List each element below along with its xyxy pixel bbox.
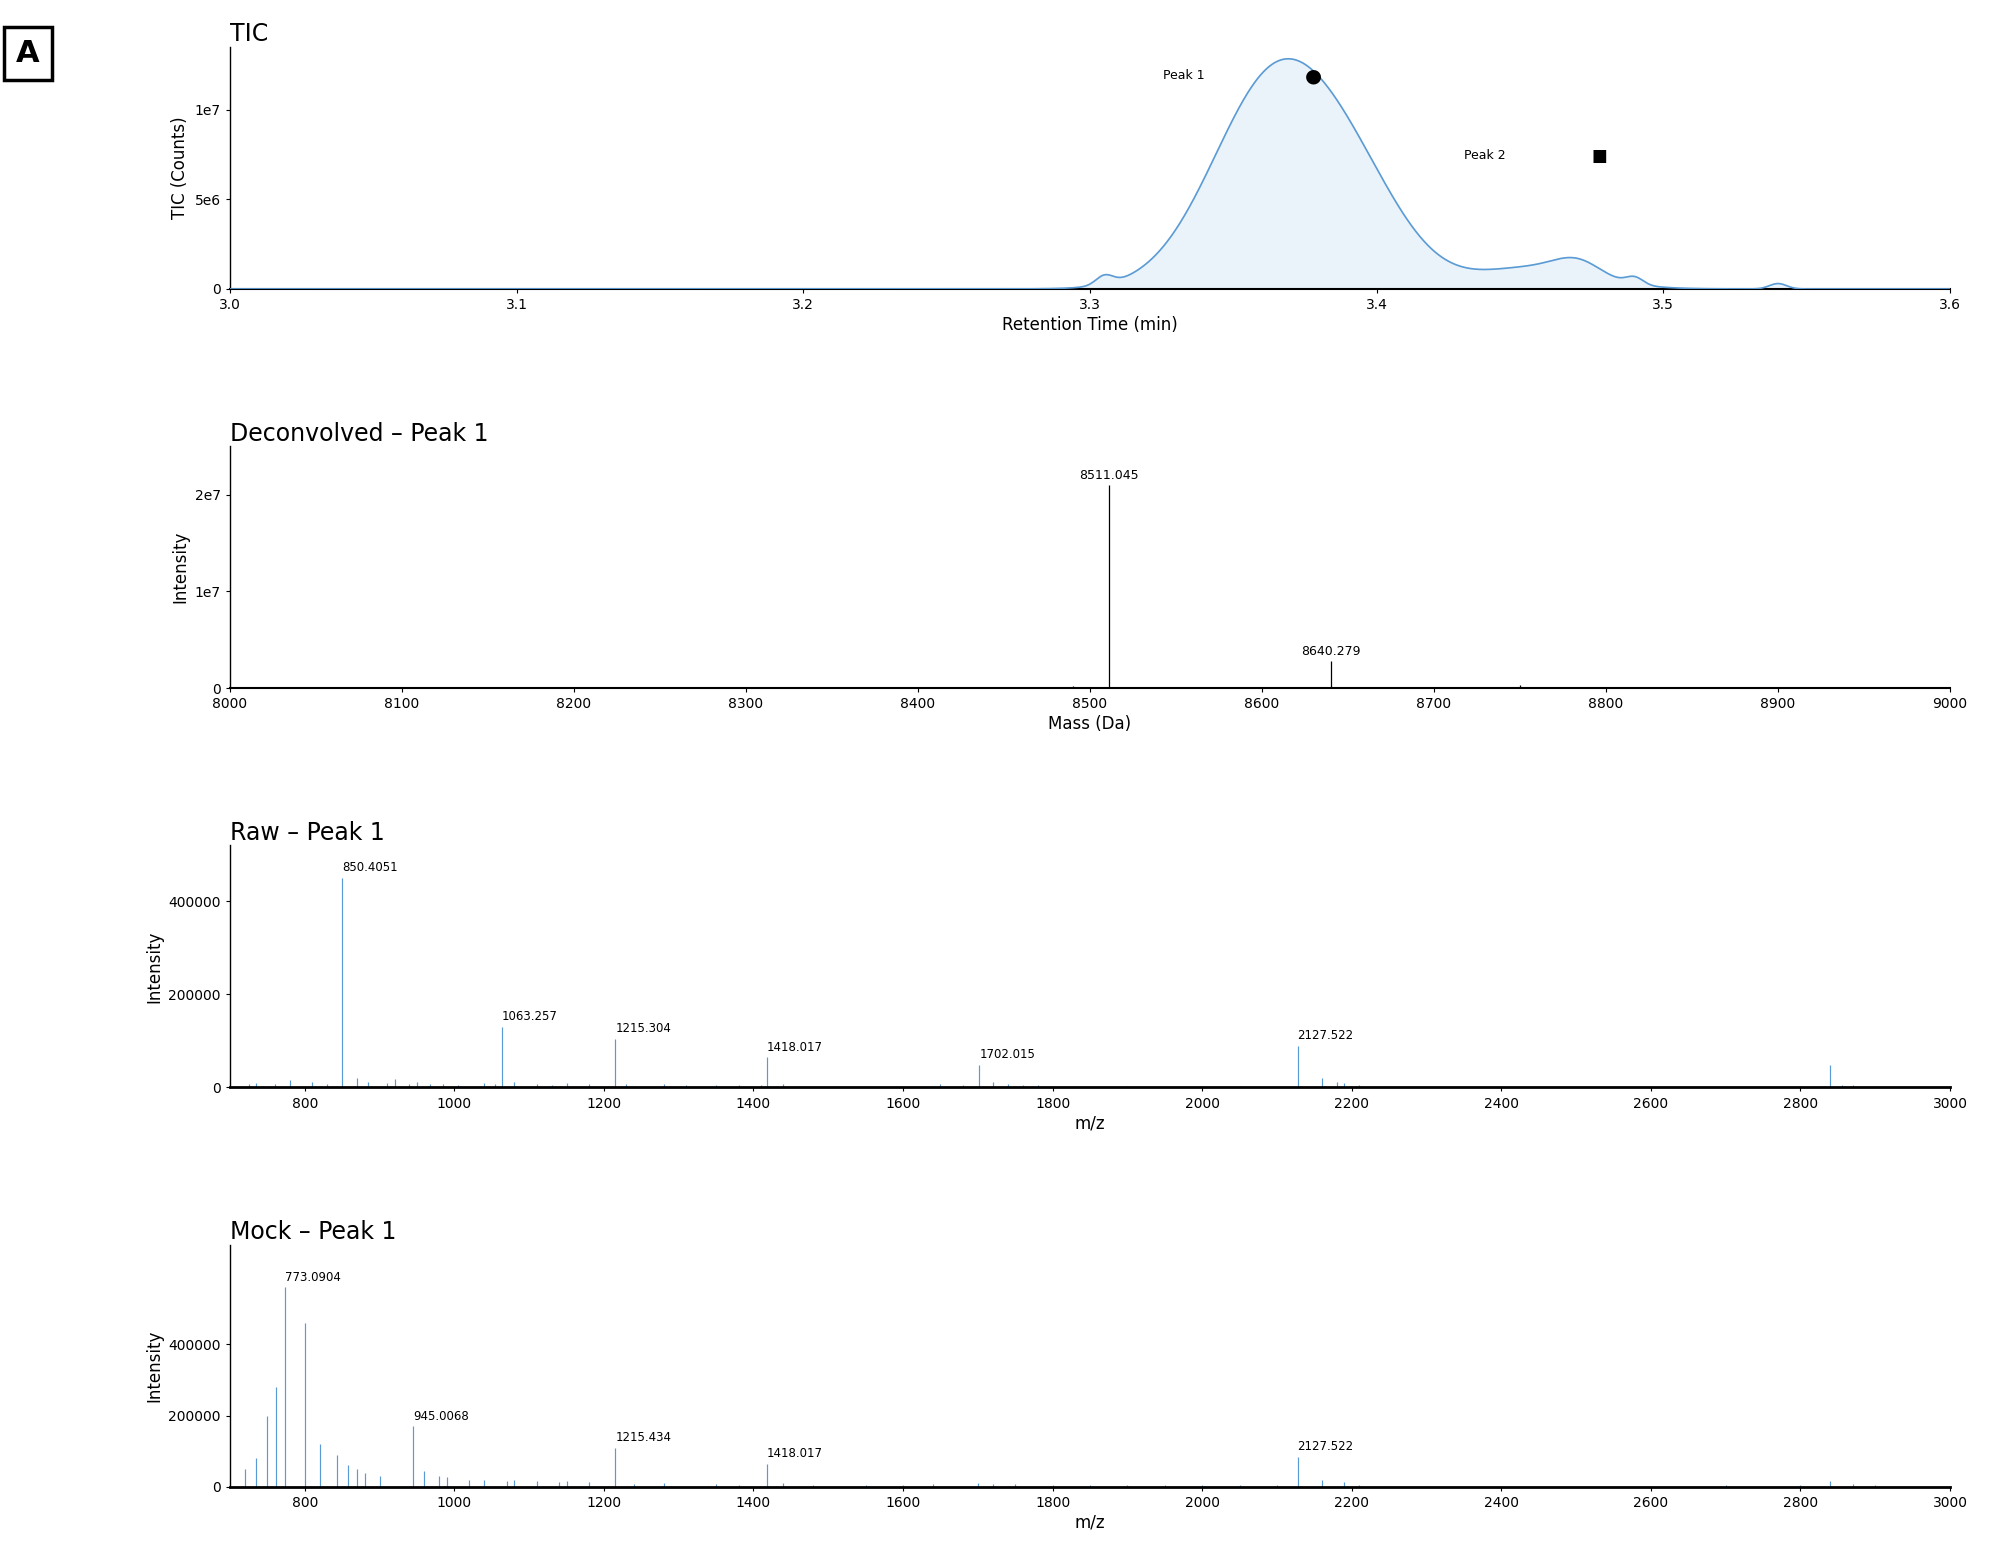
Text: A: A (16, 39, 40, 69)
X-axis label: Mass (Da): Mass (Da) (1048, 715, 1132, 734)
Text: TIC: TIC (230, 22, 268, 47)
Text: Deconvolved – Peak 1: Deconvolved – Peak 1 (230, 421, 488, 446)
Text: 945.0068: 945.0068 (414, 1410, 468, 1423)
Text: 8640.279: 8640.279 (1302, 645, 1362, 657)
Text: Peak 1: Peak 1 (1164, 69, 1204, 83)
Text: ■: ■ (1592, 147, 1608, 164)
X-axis label: Retention Time (min): Retention Time (min) (1002, 316, 1178, 335)
Text: 1215.434: 1215.434 (616, 1430, 672, 1444)
X-axis label: m/z: m/z (1074, 1114, 1106, 1133)
Y-axis label: Intensity: Intensity (144, 1330, 162, 1402)
Text: 773.0904: 773.0904 (284, 1271, 340, 1283)
Text: ●: ● (1304, 66, 1322, 86)
Text: 850.4051: 850.4051 (342, 861, 398, 875)
Text: 2127.522: 2127.522 (1298, 1440, 1354, 1452)
Text: 1418.017: 1418.017 (766, 1041, 822, 1053)
Y-axis label: Intensity: Intensity (144, 930, 162, 1003)
Text: 8511.045: 8511.045 (1080, 468, 1138, 482)
Text: Mock – Peak 1: Mock – Peak 1 (230, 1221, 396, 1244)
Y-axis label: Intensity: Intensity (172, 531, 190, 604)
Text: 1063.257: 1063.257 (502, 1011, 558, 1024)
Text: 2127.522: 2127.522 (1298, 1028, 1354, 1042)
Text: Raw – Peak 1: Raw – Peak 1 (230, 822, 384, 845)
Text: Peak 2: Peak 2 (1464, 149, 1506, 163)
X-axis label: m/z: m/z (1074, 1513, 1106, 1532)
Text: 1418.017: 1418.017 (766, 1448, 822, 1460)
Text: 1702.015: 1702.015 (980, 1049, 1036, 1061)
Y-axis label: TIC (Counts): TIC (Counts) (172, 117, 190, 219)
Text: 1215.304: 1215.304 (616, 1022, 672, 1034)
